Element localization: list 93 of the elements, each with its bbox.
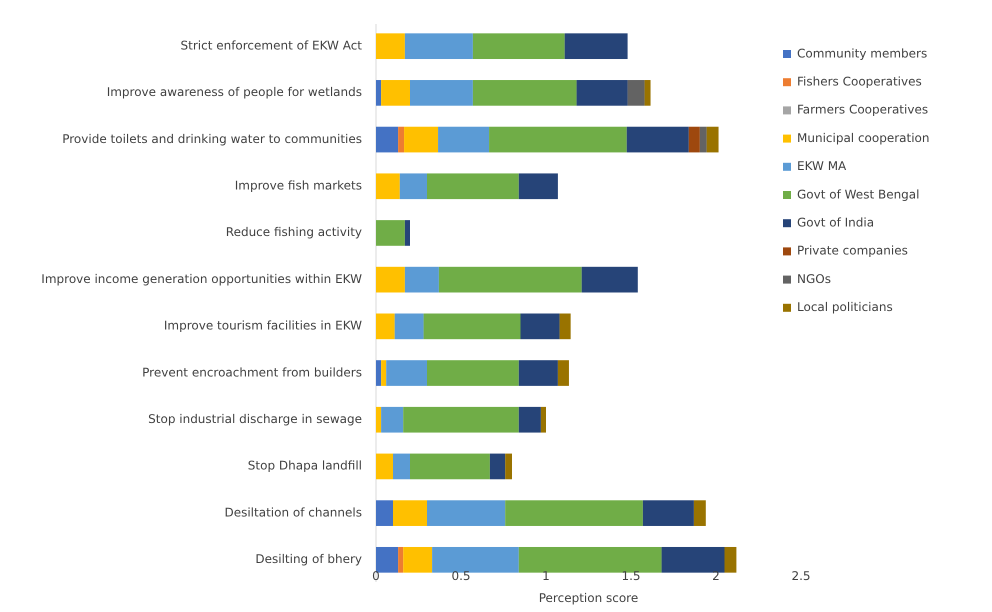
bar [376, 266, 405, 292]
y-tick-label: Desilting of bhery [255, 552, 362, 566]
bar [706, 126, 719, 152]
bar [404, 220, 410, 246]
legend-label: NGOs [797, 272, 831, 286]
x-tick-label: 0.5 [451, 569, 471, 583]
bar [688, 126, 700, 152]
bar [694, 500, 706, 526]
bar [400, 173, 427, 200]
bar [376, 173, 400, 200]
bar [518, 546, 662, 573]
bar [376, 360, 382, 386]
bar [404, 33, 473, 60]
bar [564, 33, 628, 60]
bar [438, 266, 582, 292]
legend-label: Govt of India [797, 215, 874, 230]
legend-label: EKW MA [797, 159, 848, 174]
bar [381, 360, 386, 386]
y-tick-label: Strict enforcement of EKW Act [180, 38, 362, 52]
bar [560, 314, 571, 340]
bar [520, 314, 560, 340]
y-tick-label: Desiltation of channels [224, 505, 362, 520]
bar [404, 126, 438, 152]
y-tick-label: Prevent encroachment from builders [142, 365, 362, 380]
bar [628, 80, 645, 106]
y-tick-label: Improve awareness of people for wetlands [106, 85, 362, 100]
y-tick-label: Reduce fishing activity [226, 225, 362, 240]
bar [376, 314, 395, 340]
bar [410, 454, 490, 480]
bar [427, 500, 506, 526]
bar [518, 173, 558, 200]
bar [394, 314, 424, 340]
bar [700, 126, 707, 152]
bar [438, 126, 490, 152]
bar [644, 80, 651, 106]
bar [376, 126, 398, 152]
bar [505, 500, 643, 526]
x-tick-label: 1.5 [621, 569, 641, 583]
bar [724, 546, 736, 573]
bar [376, 406, 382, 433]
bar [489, 126, 627, 152]
bar [376, 220, 405, 246]
bar [404, 266, 439, 292]
x-axis-title: Perception score [538, 591, 638, 605]
bar [472, 33, 565, 60]
bar [376, 33, 405, 60]
bar [398, 546, 404, 573]
bar [403, 406, 519, 433]
bar [626, 126, 689, 152]
legend-label: Fishers Cooperatives [797, 74, 922, 88]
bar [518, 406, 541, 433]
legend-label: Local politicians [797, 300, 893, 314]
y-tick-label: Improve income generation opportunities within EKW [41, 272, 362, 286]
y-tick-label: Stop industrial discharge in sewage [148, 412, 362, 426]
bar [424, 314, 520, 340]
bar [490, 454, 506, 480]
bar [472, 80, 577, 106]
legend-label: Private companies [797, 244, 908, 258]
bar [376, 454, 393, 480]
legend-label: Municipal cooperation [797, 130, 930, 145]
bar [432, 546, 519, 573]
y-tick-label: Stop Dhapa landfill [248, 458, 362, 473]
bar [410, 80, 473, 106]
bar [642, 500, 694, 526]
y-tick-label: Improve tourism facilities in EKW [164, 318, 362, 333]
legend-label: Farmers Cooperatives [797, 102, 928, 117]
legend-label: Govt of West Bengal [797, 187, 920, 202]
bar [540, 406, 546, 433]
bar [376, 80, 382, 106]
bar [576, 80, 628, 106]
bar [427, 360, 519, 386]
bar [582, 266, 638, 292]
legend-label: Community members [797, 46, 928, 60]
x-tick-label: 2.5 [791, 569, 811, 583]
bar [386, 360, 427, 386]
bar [403, 546, 432, 573]
bar [558, 360, 569, 386]
bar [376, 546, 398, 573]
y-tick-label: Improve fish markets [234, 178, 362, 193]
bar [393, 500, 427, 526]
bar [662, 546, 724, 573]
bar [427, 173, 519, 200]
y-tick-label: Provide toilets and drinking water to communities [62, 132, 362, 146]
bar [393, 454, 410, 480]
bar [398, 126, 404, 152]
x-tick-label: 1 [542, 569, 550, 583]
x-tick-label: 0 [372, 569, 380, 583]
bar [505, 454, 512, 480]
bar [376, 500, 393, 526]
x-tick-label: 2 [712, 569, 720, 583]
bar [381, 80, 410, 106]
bar [518, 360, 558, 386]
bar [381, 406, 404, 433]
